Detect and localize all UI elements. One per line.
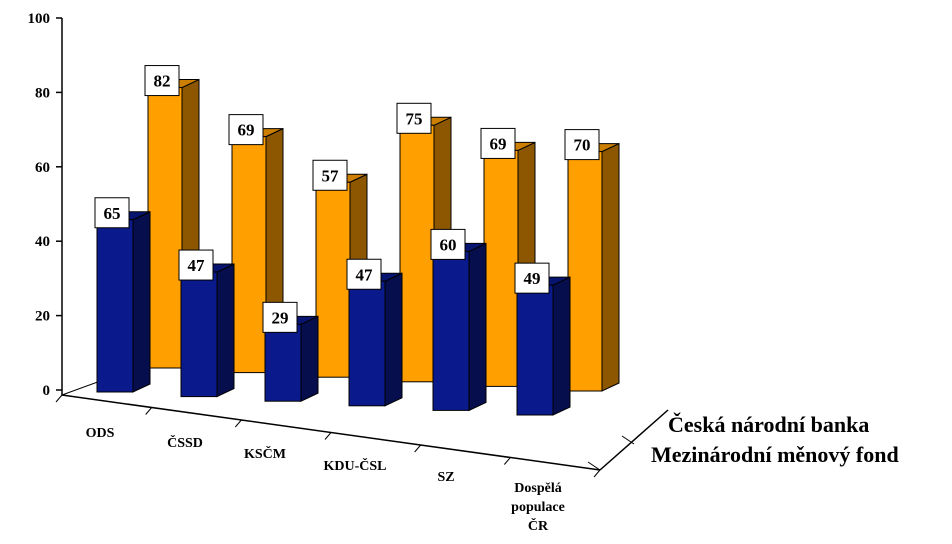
x-tick-mark <box>234 419 242 428</box>
bar-side <box>384 272 403 407</box>
bar-front <box>567 151 603 392</box>
data-label-box <box>430 228 466 260</box>
series-label-back: Mezinárodní měnový fond <box>651 442 899 467</box>
bar-front <box>96 219 134 393</box>
bar-front <box>399 124 435 383</box>
bar: 70 <box>564 129 620 392</box>
data-label: 49 <box>524 269 541 288</box>
data-label: 65 <box>104 204 121 223</box>
bar-side <box>552 276 571 416</box>
bar: 60 <box>430 228 487 412</box>
data-label: 60 <box>440 235 457 254</box>
data-label-box <box>178 249 214 281</box>
x-tick-mark <box>145 407 153 415</box>
data-label: 69 <box>490 134 507 153</box>
bar-front <box>348 280 386 407</box>
data-label: 75 <box>406 109 423 128</box>
data-label-box <box>396 102 432 134</box>
y-tick-label: 20 <box>35 309 50 325</box>
bar-side <box>216 263 235 398</box>
data-label-box <box>144 65 180 97</box>
x-tick-mark <box>593 469 601 478</box>
bar: 47 <box>346 258 403 407</box>
x-ticks <box>55 394 601 478</box>
data-label-box <box>312 159 348 191</box>
y-tick-label: 60 <box>35 160 50 176</box>
bar: 49 <box>514 262 571 416</box>
category-label: KSČM <box>244 445 286 462</box>
category-label: Dospělá populace ČR <box>511 481 565 534</box>
data-label: 47 <box>356 265 374 284</box>
data-label-box <box>480 127 516 159</box>
data-label-box <box>514 262 550 294</box>
data-label: 82 <box>154 72 171 91</box>
category-label: KDU-ČSL <box>323 457 386 474</box>
y-tick-label: 100 <box>28 11 51 27</box>
bar-front <box>315 181 351 378</box>
bar: 65 <box>94 197 151 393</box>
bar: 47 <box>178 249 235 398</box>
bar-front <box>264 323 302 402</box>
bar-front <box>516 284 554 416</box>
y-ticks: 0 20 40 60 80 100 <box>28 11 62 399</box>
bar-front <box>231 136 267 374</box>
data-label-box <box>94 197 130 229</box>
data-label: 69 <box>238 121 255 140</box>
data-label-box <box>262 301 298 333</box>
data-label: 47 <box>188 256 206 275</box>
bar: 29 <box>262 301 319 402</box>
y-tick-label: 80 <box>35 85 50 101</box>
category-labels: ODS ČSSD KSČM KDU-ČSL SZ Dospělá populace ČR <box>86 426 565 534</box>
data-label-box <box>564 129 600 161</box>
data-label: 70 <box>574 136 591 155</box>
data-label-box <box>228 114 264 146</box>
series-label-front: Česká národní banka <box>668 412 869 437</box>
depth-axis-line <box>599 409 669 471</box>
bar-side <box>468 242 487 412</box>
category-label: SZ <box>437 470 454 485</box>
category-label: ODS <box>86 426 115 441</box>
bar-front <box>432 250 470 411</box>
bar-front <box>180 271 218 398</box>
data-label: 29 <box>272 308 289 327</box>
x-tick-mark <box>55 394 63 403</box>
y-tick-label: 40 <box>35 234 50 250</box>
bar-front <box>483 149 519 387</box>
category-label: ČSSD <box>167 434 203 451</box>
bar-side <box>132 210 151 393</box>
depth-tick-front <box>587 461 601 471</box>
x-tick-mark <box>414 444 422 453</box>
data-label-box <box>346 258 382 290</box>
x-tick-mark <box>503 457 511 465</box>
bar-front <box>147 87 183 369</box>
depth-tick-back <box>621 435 635 445</box>
y-tick-label: 0 <box>43 383 51 399</box>
bar-side <box>300 315 319 402</box>
bar-side <box>601 142 620 392</box>
data-label: 57 <box>322 166 340 185</box>
bars: 82 65 69 47 57 29 75 47 69 60 70 49 <box>94 65 620 416</box>
x-tick-mark <box>324 432 332 440</box>
